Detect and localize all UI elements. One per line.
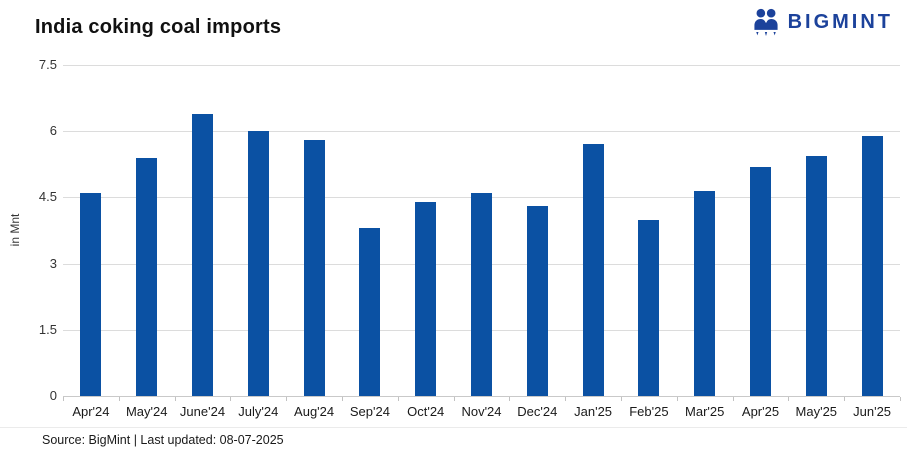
- bar-Mar'25: [694, 190, 716, 396]
- x-axis-tick: [732, 397, 734, 401]
- x-tick-label: Sep'24: [349, 404, 390, 419]
- x-axis-tick: [676, 397, 678, 401]
- bar-Aug'24: [303, 140, 325, 396]
- x-axis-tick: [63, 397, 64, 401]
- y-tick-label: 4.5: [38, 189, 57, 205]
- gridline: [63, 131, 900, 133]
- x-tick-label: Apr'24: [72, 404, 110, 419]
- x-tick-label: Oct'24: [407, 404, 445, 419]
- y-tick-label: 1.5: [38, 321, 57, 337]
- x-axis-tick: [230, 397, 232, 401]
- bar-Sep'24: [359, 228, 381, 396]
- x-axis-tick: [174, 397, 176, 401]
- bigmint-logo: BIGMINT: [751, 6, 893, 38]
- x-tick-label: Mar'25: [685, 404, 725, 419]
- x-tick-label: Aug'24: [294, 404, 335, 419]
- gridline: [63, 65, 900, 66]
- x-tick-label: Apr'25: [741, 404, 780, 419]
- x-tick-label: Dec'24: [517, 404, 558, 419]
- x-tick-label: May'24: [125, 404, 168, 419]
- x-axis-tick: [621, 397, 622, 401]
- x-axis-tick: [900, 397, 901, 401]
- y-tick-label: 7.5: [38, 57, 57, 72]
- x-tick-label: Feb'25: [629, 404, 669, 419]
- x-axis-tick: [509, 397, 511, 401]
- y-tick-label: 6: [49, 123, 57, 139]
- bar-Jan'25: [582, 144, 604, 396]
- footer-divider: [0, 427, 907, 428]
- bar-Feb'25: [638, 219, 660, 396]
- source-note: Source: BigMint | Last updated: 08-07-20…: [42, 433, 284, 447]
- x-tick-label: Nov'24: [461, 404, 502, 419]
- x-tick-label: Jan'25: [574, 404, 613, 419]
- bar-May'25: [805, 155, 827, 396]
- x-tick-label: Jun'25: [853, 404, 892, 419]
- x-axis-tick: [844, 397, 846, 401]
- y-tick-label: 0: [49, 388, 57, 403]
- x-axis-tick: [342, 397, 343, 401]
- bar-Apr'24: [80, 193, 102, 396]
- bar-Dec'24: [526, 206, 548, 396]
- x-axis-tick: [453, 397, 455, 401]
- bar-May'24: [136, 157, 158, 396]
- bar-Oct'24: [415, 201, 437, 396]
- bar-Apr'25: [750, 166, 771, 396]
- bar-June'24: [192, 113, 213, 396]
- x-tick-label: May'25: [795, 404, 838, 419]
- chart-title: India coking coal imports: [35, 16, 282, 38]
- x-axis-line: [63, 396, 900, 397]
- x-axis-tick: [565, 397, 567, 401]
- x-axis-tick: [397, 397, 399, 401]
- y-tick-label: 3: [49, 255, 57, 271]
- x-tick-label: June'24: [179, 404, 226, 419]
- bar-Nov'24: [471, 193, 492, 396]
- bigmint-logo-icon: [752, 7, 779, 37]
- bigmint-logo-text: BIGMINT: [787, 10, 893, 33]
- x-axis-tick: [118, 397, 120, 401]
- x-axis-tick: [788, 397, 790, 401]
- bar-Jun'25: [861, 135, 883, 396]
- bar-July'24: [247, 131, 269, 396]
- x-axis-tick: [286, 397, 288, 401]
- y-axis-label: in Mnt: [8, 213, 22, 247]
- x-tick-label: July'24: [238, 404, 279, 419]
